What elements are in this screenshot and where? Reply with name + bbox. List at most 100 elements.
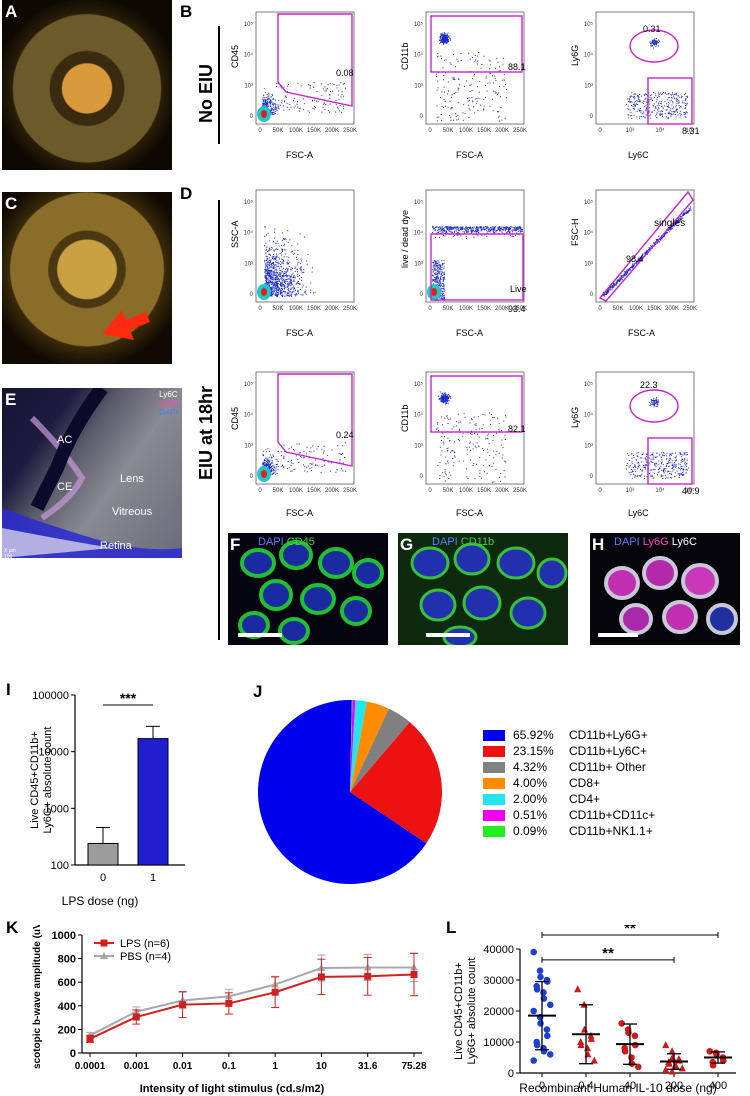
- event-dot: [679, 96, 681, 98]
- event-dot: [285, 249, 287, 251]
- event-dot: [636, 261, 638, 263]
- event-dot: [672, 452, 674, 454]
- event-dot: [440, 282, 442, 284]
- event-dot: [668, 101, 669, 103]
- event-dot: [335, 104, 337, 106]
- event-dot: [341, 468, 343, 470]
- l-point: [547, 1051, 554, 1058]
- event-dot: [263, 103, 265, 105]
- event-dot: [479, 470, 481, 472]
- event-dot: [262, 103, 264, 105]
- event-dot: [658, 39, 660, 41]
- k-x-tick: 31.6: [358, 1061, 378, 1072]
- event-dot: [664, 467, 666, 469]
- event-dot: [685, 105, 687, 106]
- event-dot: [634, 100, 636, 102]
- event-dot: [303, 456, 305, 458]
- event-dot: [309, 462, 311, 464]
- event-dot: [442, 231, 444, 233]
- event-dot: [274, 105, 276, 107]
- event-dot: [511, 235, 513, 237]
- event-dot: [478, 52, 480, 53]
- event-dot: [502, 63, 504, 65]
- event-dot: [608, 289, 610, 291]
- g-stain1: DAPI: [432, 536, 458, 548]
- event-dot: [263, 464, 265, 466]
- event-dot: [300, 456, 302, 458]
- event-dot: [336, 87, 338, 89]
- event-dot: [607, 290, 609, 292]
- event-dot: [677, 95, 679, 97]
- event-dot: [671, 104, 673, 106]
- event-dot: [275, 278, 277, 280]
- event-dot: [648, 457, 650, 459]
- event-dot: [657, 241, 659, 243]
- event-dot: [278, 108, 280, 110]
- event-dot: [505, 89, 507, 90]
- event-dot: [274, 113, 276, 115]
- event-dot: [467, 229, 469, 231]
- gate-ly6c: [647, 437, 693, 485]
- event-dot: [442, 263, 444, 265]
- event-dot: [491, 465, 493, 467]
- event-dot: [433, 269, 435, 271]
- event-dot: [618, 279, 620, 281]
- event-dot: [486, 472, 488, 474]
- event-dot: [297, 286, 299, 288]
- event-dot: [633, 107, 635, 109]
- event-dot: [282, 232, 283, 234]
- event-dot: [666, 463, 668, 464]
- event-dot: [449, 100, 451, 102]
- event-dot: [656, 40, 658, 42]
- event-dot: [685, 98, 687, 99]
- event-dot: [658, 460, 660, 462]
- event-dot: [658, 241, 660, 243]
- event-dot: [277, 293, 279, 295]
- event-dot: [490, 419, 492, 421]
- event-dot: [676, 92, 678, 94]
- event-dot: [655, 40, 657, 42]
- event-dot: [509, 231, 511, 233]
- event-dot: [445, 396, 447, 398]
- event-dot: [269, 463, 271, 465]
- event-dot: [650, 399, 652, 401]
- event-dot: [337, 94, 339, 96]
- event-dot: [657, 472, 659, 473]
- event-dot: [269, 262, 271, 263]
- event-dot: [674, 223, 676, 225]
- event-dot: [272, 108, 274, 110]
- event-dot: [685, 117, 687, 118]
- event-dot: [291, 269, 293, 271]
- event-dot: [324, 109, 326, 111]
- event-dot: [484, 471, 486, 473]
- event-dot: [278, 256, 280, 258]
- event-dot: [301, 279, 303, 281]
- event-dot: [323, 452, 324, 454]
- event-dot: [315, 464, 317, 466]
- event-dot: [441, 398, 443, 399]
- event-dot: [345, 470, 347, 472]
- event-dot: [636, 103, 637, 105]
- event-dot: [447, 400, 449, 402]
- event-dot: [690, 206, 692, 208]
- event-dot: [269, 277, 271, 279]
- event-dot: [303, 464, 305, 466]
- event-dot: [653, 44, 655, 46]
- event-dot: [472, 228, 474, 230]
- event-dot: [514, 234, 516, 236]
- event-dot: [432, 270, 434, 272]
- event-dot: [267, 270, 269, 272]
- event-dot: [458, 232, 460, 234]
- event-dot: [469, 58, 471, 60]
- event-dot: [303, 236, 305, 238]
- event-dot: [335, 471, 337, 473]
- event-dot: [609, 287, 611, 289]
- event-dot: [268, 465, 270, 467]
- event-dot: [300, 269, 302, 271]
- event-dot: [651, 403, 653, 405]
- event-dot: [493, 227, 495, 229]
- event-dot: [270, 288, 272, 290]
- event-dot: [457, 78, 459, 80]
- event-dot: [440, 269, 442, 271]
- event-dot: [450, 116, 452, 118]
